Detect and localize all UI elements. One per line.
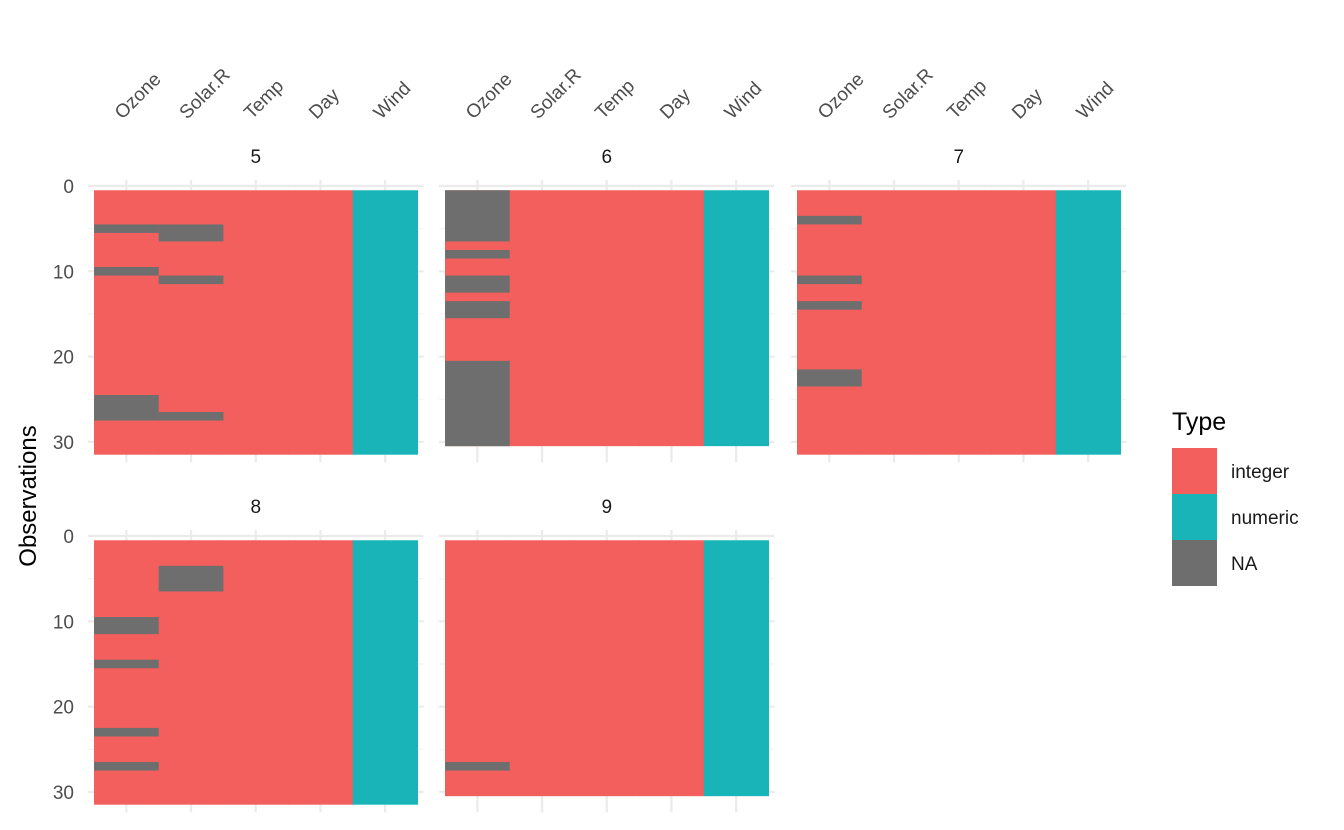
tile-na-ozone — [797, 215, 863, 225]
tile-wind-numeric — [352, 190, 418, 455]
tile-na-ozone — [445, 249, 511, 259]
tile-temp-integer — [574, 190, 640, 447]
tile-solar-r-integer — [509, 540, 575, 797]
legend-label-numeric: numeric — [1231, 508, 1299, 529]
facet-panel-8: 8 0 10 20 30 — [53, 497, 424, 813]
tile-na-ozone — [445, 301, 511, 319]
x-tick-label-temp: Temp — [591, 76, 639, 124]
x-tick-label-solar-r: Solar.R — [176, 65, 235, 124]
tile-na-solar-r — [158, 412, 224, 421]
tile-na-ozone — [445, 190, 511, 242]
tile-temp-integer — [926, 190, 992, 455]
legend: Type integer numeric NA — [1172, 408, 1299, 586]
tile-temp-integer — [223, 190, 289, 455]
tile-wind-numeric — [703, 540, 769, 797]
tile-na-ozone — [797, 275, 863, 285]
facet-panel-6: 6 Ozone Solar.R Temp Day Wind — [439, 65, 775, 463]
legend-key-integer — [1172, 448, 1217, 494]
y-axis-title: Observations — [15, 425, 42, 566]
tile-temp-integer — [223, 540, 289, 805]
x-tick-label-day: Day — [305, 84, 344, 123]
y-tick-label: 10 — [53, 262, 74, 283]
x-tick-label-solar-r: Solar.R — [879, 65, 938, 124]
legend-title: Type — [1172, 408, 1226, 436]
tile-temp-integer — [574, 540, 640, 797]
x-tick-label-ozone: Ozone — [111, 69, 165, 123]
legend-key-numeric — [1172, 494, 1217, 540]
tile-day-integer — [288, 190, 354, 455]
y-tick-label: 10 — [53, 612, 74, 633]
y-tick-label: 30 — [53, 433, 74, 454]
x-tick-label-wind: Wind — [1073, 78, 1118, 123]
facet-panel-9: 9 — [439, 497, 775, 813]
tile-day-integer — [288, 540, 354, 805]
tile-ozone-integer — [445, 540, 511, 797]
x-tick-label-temp: Temp — [240, 76, 288, 124]
x-tick-label-wind: Wind — [721, 78, 766, 123]
y-tick-label: 20 — [53, 698, 74, 719]
x-tick-label-day: Day — [1008, 84, 1047, 123]
tile-ozone-integer — [797, 190, 863, 455]
facet-strip-label: 5 — [250, 147, 261, 168]
tile-na-ozone — [445, 360, 511, 447]
tile-na-ozone — [94, 267, 160, 276]
x-tick-label-ozone: Ozone — [462, 69, 516, 123]
y-tick-label: 20 — [53, 348, 74, 369]
tile-wind-numeric — [1055, 190, 1121, 455]
tile-na-ozone — [445, 762, 511, 771]
x-tick-label-solar-r: Solar.R — [527, 65, 586, 124]
tile-na-solar-r — [158, 224, 224, 242]
tile-na-ozone — [94, 224, 160, 233]
x-tick-label-wind: Wind — [370, 78, 415, 123]
tile-na-ozone — [445, 275, 511, 293]
tile-day-integer — [639, 540, 705, 797]
facet-strip-label: 6 — [601, 147, 612, 168]
tile-solar-r-integer — [861, 190, 927, 455]
facet-panel-5: 5 0 10 20 30 Ozone Solar.R Temp Day Wind — [53, 65, 424, 463]
x-tick-label-ozone: Ozone — [814, 69, 868, 123]
facet-strip-label: 8 — [250, 497, 261, 518]
legend-key-na — [1172, 540, 1217, 586]
tile-na-ozone — [94, 394, 160, 421]
tile-na-ozone — [797, 301, 863, 310]
legend-label-integer: integer — [1231, 462, 1290, 483]
tile-na-solar-r — [158, 275, 224, 285]
tile-day-integer — [639, 190, 705, 447]
y-tick-label: 0 — [63, 527, 74, 548]
x-tick-label-day: Day — [656, 84, 695, 123]
tile-wind-numeric — [352, 540, 418, 805]
tile-na-solar-r — [158, 565, 224, 592]
facet-strip-label: 9 — [601, 497, 612, 518]
tile-ozone-integer — [94, 540, 160, 805]
tile-na-ozone — [94, 659, 160, 669]
tile-na-ozone — [94, 762, 160, 771]
y-tick-label: 30 — [53, 783, 74, 804]
x-tick-label-temp: Temp — [943, 76, 991, 124]
tile-na-ozone — [797, 369, 863, 387]
facet-strip-label: 7 — [953, 147, 964, 168]
tile-na-ozone — [94, 727, 160, 737]
tile-day-integer — [991, 190, 1057, 455]
tile-na-ozone — [94, 617, 160, 635]
tile-solar-r-integer — [509, 190, 575, 447]
y-tick-label: 0 — [63, 177, 74, 198]
legend-label-na: NA — [1231, 554, 1258, 575]
facet-panel-7: 7 Ozone Solar.R Temp Day Wind — [791, 65, 1127, 463]
tile-wind-numeric — [703, 190, 769, 447]
